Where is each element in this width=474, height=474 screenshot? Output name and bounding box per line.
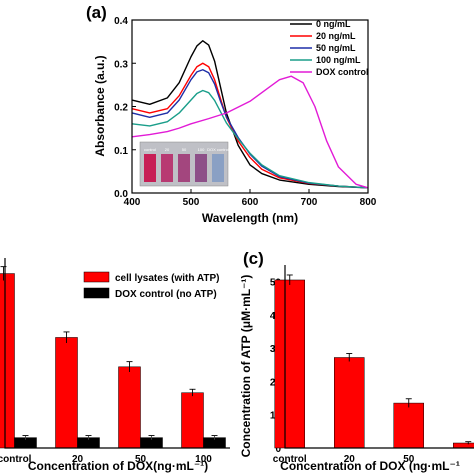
panel-b-frame bbox=[4, 258, 230, 449]
vial-control bbox=[144, 154, 156, 182]
series-line-2 bbox=[131, 69, 369, 189]
inset-label-50: 50 bbox=[182, 147, 187, 152]
panel-a-plot: 400 500 600 700 800 0.0 0.1 0.2 0.3 0.4 0 ng/mL 20 … bbox=[114, 16, 377, 208]
legend-label-3: 100 ng/mL bbox=[316, 55, 361, 65]
panel-b-xlabel: Concentration of DOX(ng·mL⁻¹) bbox=[28, 459, 208, 473]
panel-c-xlabel: Concentration of DOX (ng·mL⁻¹ bbox=[280, 459, 460, 473]
category-label: control bbox=[0, 454, 32, 465]
category-label: 50 bbox=[135, 454, 147, 465]
bar bbox=[55, 337, 78, 449]
bar bbox=[393, 402, 424, 449]
legend-label-4: DOX control bbox=[316, 67, 369, 77]
panel-label-a: (a) bbox=[86, 3, 107, 22]
inset-photo: control 20 50 100 DOX control bbox=[139, 141, 229, 187]
y-tick-label: 0.3 bbox=[114, 59, 128, 70]
legend-label-1: 20 ng/mL bbox=[316, 31, 356, 41]
y-tick-label: 0.4 bbox=[114, 16, 128, 27]
series-line-4 bbox=[131, 75, 369, 189]
bar bbox=[334, 357, 365, 449]
bar bbox=[274, 279, 305, 449]
panel-label-c: (c) bbox=[243, 249, 264, 268]
x-tick-label: 600 bbox=[242, 197, 259, 208]
bar bbox=[453, 442, 474, 449]
inset-label-100: 100 bbox=[198, 147, 205, 152]
inset-label-20: 20 bbox=[165, 147, 170, 152]
inset-label-control: control bbox=[144, 147, 156, 152]
legend-swatch-0 bbox=[83, 271, 110, 283]
vial-100 bbox=[195, 154, 207, 182]
inset-label-dox: DOX control bbox=[207, 147, 229, 152]
panel-a-frame bbox=[131, 19, 369, 194]
vial-20 bbox=[161, 154, 173, 182]
category-label: 50 bbox=[403, 454, 415, 465]
category-label: 100 bbox=[195, 454, 212, 465]
category-label: 20 bbox=[72, 454, 84, 465]
y-tick-label: 0.2 bbox=[114, 103, 128, 114]
legend-label-1: DOX control (no ATP) bbox=[115, 289, 217, 300]
x-tick-label: 500 bbox=[183, 197, 200, 208]
y-tick-label: 0.0 bbox=[114, 189, 128, 200]
panel-a-xlabel: Wavelength (nm) bbox=[202, 211, 298, 225]
bar bbox=[0, 273, 15, 449]
legend-label-2: 50 ng/mL bbox=[316, 43, 356, 53]
bar bbox=[181, 392, 204, 449]
series-line-0 bbox=[131, 40, 369, 189]
legend-swatch-1 bbox=[83, 287, 110, 299]
legend-label-0: 0 ng/mL bbox=[316, 19, 351, 29]
x-tick-label: 700 bbox=[301, 197, 318, 208]
panel-a-ylabel: Absorbance (a.u.) bbox=[93, 55, 107, 156]
x-tick-label: 800 bbox=[360, 197, 377, 208]
series-line-1 bbox=[131, 62, 369, 189]
legend-label-0: cell lysates (with ATP) bbox=[115, 273, 219, 284]
y-tick-label: 0 bbox=[275, 444, 281, 455]
panel-c-plot: 01020304050control2050 bbox=[270, 274, 474, 465]
y-tick-label: 0.1 bbox=[114, 146, 128, 157]
panel-b-plot: control 20 50 100 cell lysates (with ATP) DOX… bbox=[0, 266, 226, 465]
series-line-3 bbox=[131, 89, 369, 189]
panel-c-ylabel: Concentration of ATP (μM·mL⁻¹) bbox=[239, 275, 253, 458]
bar bbox=[118, 366, 141, 449]
vial-dox bbox=[212, 154, 224, 182]
x-tick-label: 400 bbox=[124, 197, 141, 208]
panel-c-frame bbox=[284, 265, 474, 449]
category-label: control bbox=[273, 454, 307, 465]
category-label: 20 bbox=[344, 454, 356, 465]
vial-50 bbox=[178, 154, 190, 182]
